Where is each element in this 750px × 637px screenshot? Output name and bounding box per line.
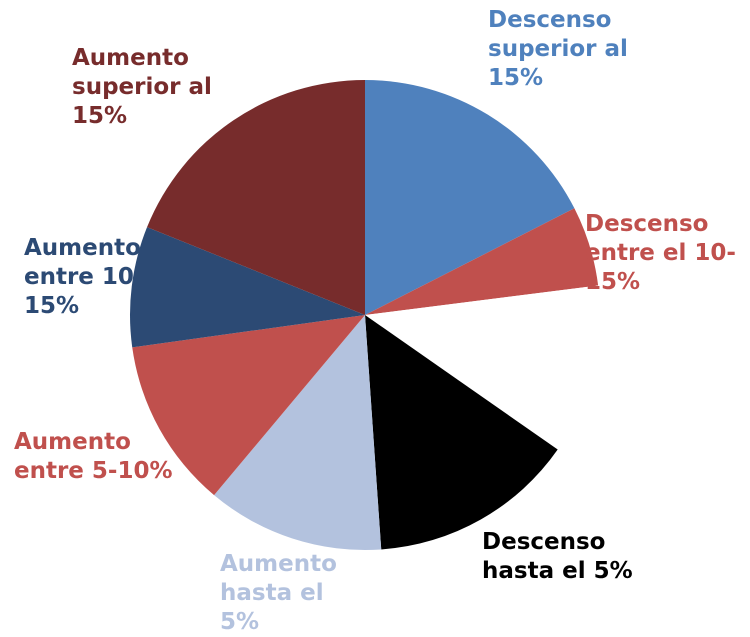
chart: Descenso superior al 15% Descenso entre e… [14,7,736,635]
pie-slice [214,315,382,550]
pie-slice [365,80,575,315]
pie-slice [365,315,558,550]
slice-label: Aumento superior al 15% [72,45,212,129]
pie-slice [365,208,599,315]
pie-slice [147,80,365,315]
pie-slice [365,285,600,450]
slice-label: Aumento entre 5-10% [14,429,173,484]
pie-slice [130,227,365,348]
slice-label: Descenso hasta el 5% [482,529,633,584]
slice-label: Aumento hasta el 5% [220,551,337,635]
pie [130,80,600,550]
slice-label: Aumento entre 10-15% [24,235,144,319]
slice-label: Descenso entre el 10-15% [585,211,736,295]
slice-label: Descenso superior al 15% [488,7,628,91]
pie-slice [132,315,365,496]
